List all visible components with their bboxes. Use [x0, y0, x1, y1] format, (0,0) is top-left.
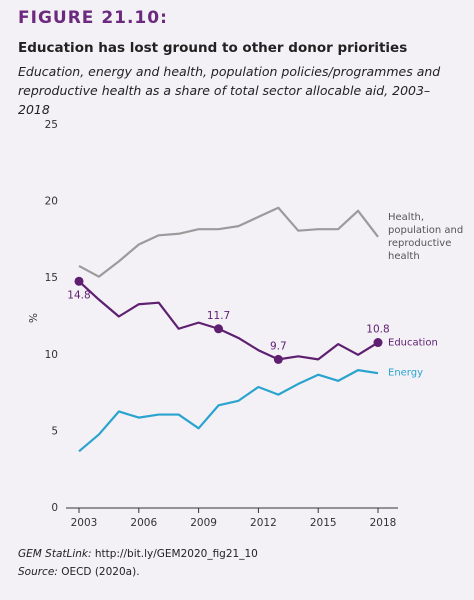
series-line [78, 206, 379, 278]
x-tick-label: 2009 [190, 517, 217, 529]
y-tick-label: 20 [45, 196, 58, 208]
source-label: Source: [18, 566, 58, 578]
data-label: 11.7 [207, 310, 230, 322]
data-label: 10.8 [366, 324, 389, 336]
statlink-url[interactable]: http://bit.ly/GEM2020_fig21_10 [94, 548, 258, 560]
chart-subtitle: Education, energy and health, population… [18, 64, 441, 117]
y-tick-label: 5 [51, 425, 58, 437]
y-axis-title: % [28, 313, 40, 323]
x-tick-label: 2015 [310, 517, 337, 529]
source: Source: OECD (2020a). [18, 566, 140, 578]
data-label: 9.7 [270, 340, 287, 352]
y-tick-label: 0 [51, 502, 58, 514]
series-line [78, 369, 379, 453]
y-tick-label: 15 [45, 272, 58, 284]
legend-label: Energy [388, 367, 424, 379]
chart-title: Education has lost ground to other donor… [18, 40, 408, 56]
figure-label: FIGURE 21.10: [18, 8, 168, 28]
x-tick-label: 2003 [71, 517, 98, 529]
legend-label: Education [388, 337, 438, 349]
data-point [74, 276, 84, 286]
statlink: GEM StatLink: http://bit.ly/GEM2020_fig2… [18, 548, 258, 560]
x-tick-label: 2006 [130, 517, 157, 529]
data-label: 14.8 [67, 289, 90, 301]
source-text: OECD (2020a). [61, 566, 140, 578]
series-line [78, 280, 379, 361]
data-point [373, 338, 383, 348]
y-tick-label: 25 [45, 119, 58, 131]
y-tick-label: 10 [45, 349, 58, 361]
legend-label: Health, population and reproductive heal… [388, 211, 464, 262]
x-tick-label: 2012 [250, 517, 277, 529]
data-point [214, 324, 224, 334]
x-tick-label: 2018 [370, 517, 397, 529]
data-point [273, 354, 283, 364]
statlink-label: GEM StatLink: [18, 548, 92, 560]
